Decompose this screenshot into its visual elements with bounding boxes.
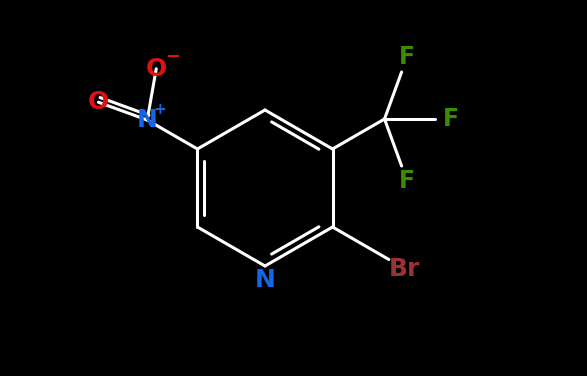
Text: Br: Br (389, 256, 420, 280)
Text: +: + (154, 103, 167, 117)
Text: N: N (137, 108, 158, 132)
Text: O: O (87, 90, 109, 114)
Text: F: F (399, 45, 415, 69)
Text: F: F (399, 169, 415, 193)
Text: F: F (443, 107, 458, 131)
Text: −: − (165, 48, 180, 66)
Text: O: O (146, 57, 167, 81)
Text: N: N (255, 268, 275, 292)
